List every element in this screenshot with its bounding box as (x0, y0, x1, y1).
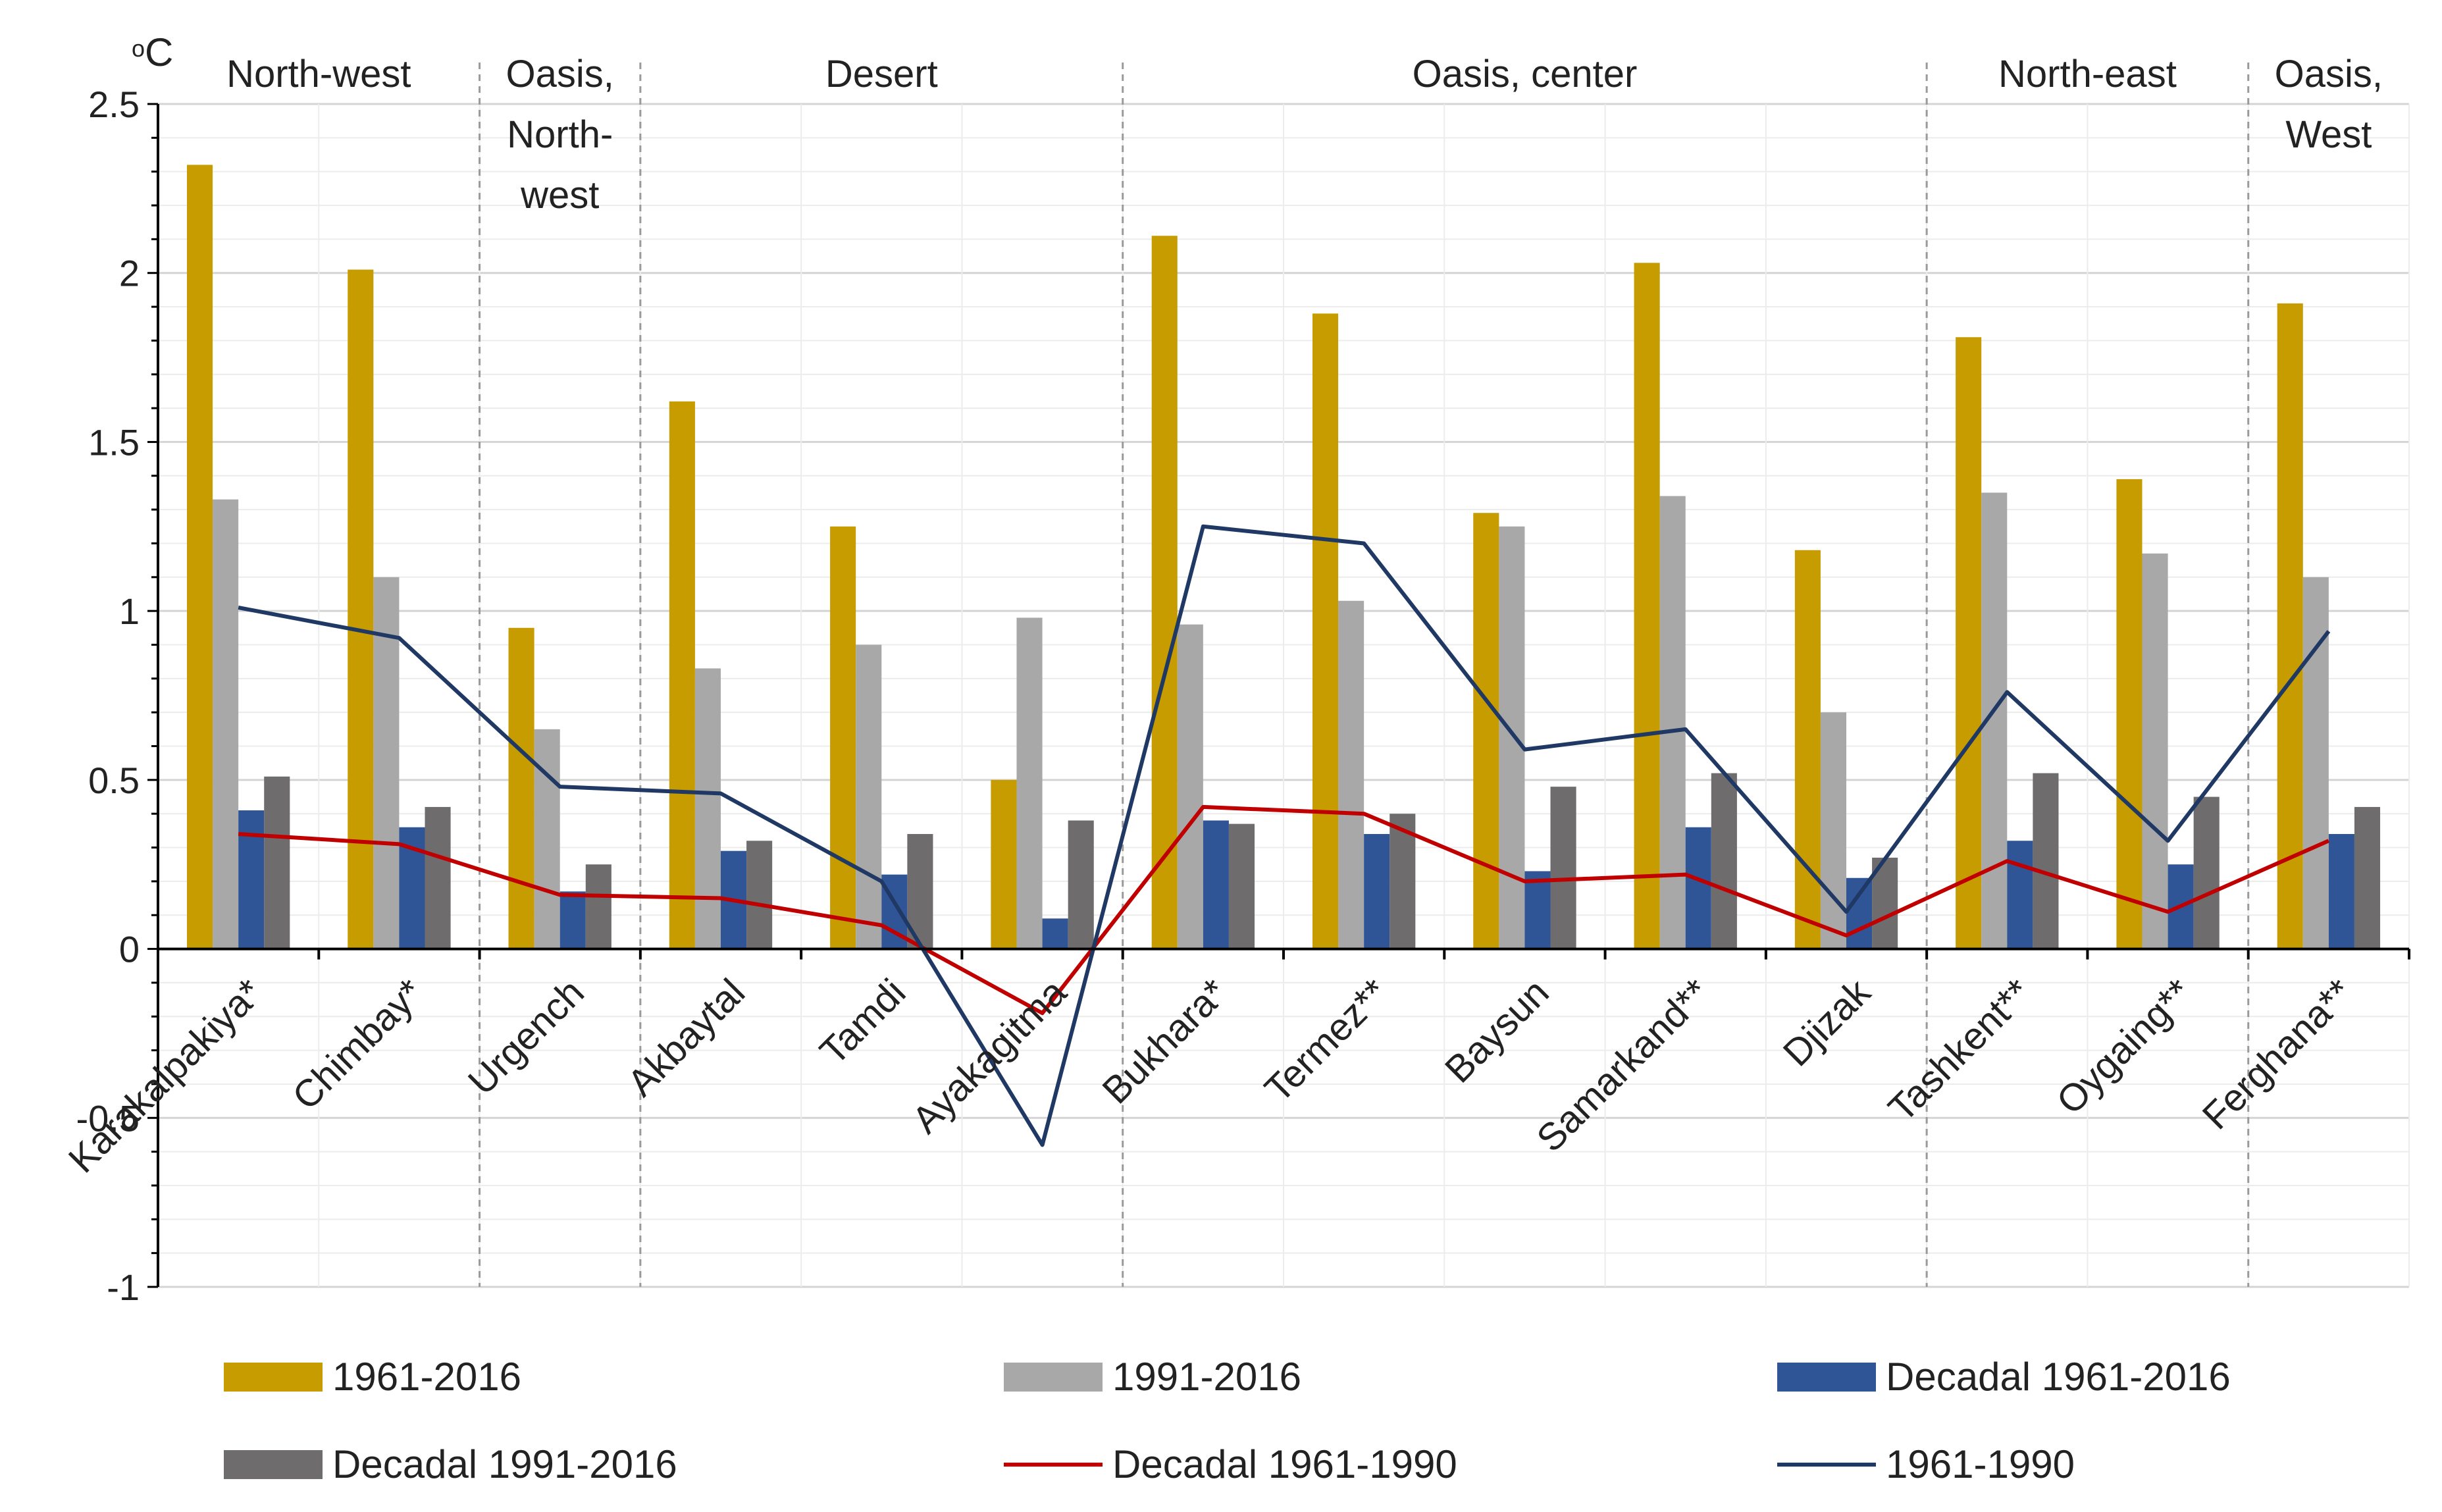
unit-letter: C (145, 30, 173, 74)
y-tick-label: -1 (107, 1266, 140, 1308)
legend: 1961-2016 1991-2016 Decadal 1961-2016 Decad… (224, 1355, 2231, 1486)
bar-decadal-1991-2016-12 (2193, 796, 2220, 949)
legend-swatch (224, 1450, 323, 1479)
legend-label: Decadal 1961-1990 (1112, 1442, 1457, 1486)
y-tick-label: 0 (119, 929, 140, 970)
region-separators (479, 63, 2250, 1287)
legend-label: 1991-2016 (1112, 1355, 1301, 1399)
line-decadal-1961-1990 (238, 804, 2330, 1016)
bar-decadal-1961-2016-9 (1685, 827, 1711, 949)
y-tick-label: 0.5 (88, 760, 140, 801)
bar-decadal-1961-2016-7 (1364, 834, 1390, 949)
bar-decadal-1991-2016-8 (1550, 787, 1576, 949)
legend-item: Decadal 1991-2016 (224, 1442, 677, 1486)
bar-1991-2016-5 (1016, 617, 1043, 949)
bar-decadal-1991-2016-1 (425, 806, 451, 949)
bar-decadal-1991-2016-9 (1711, 773, 1737, 949)
y-tick-label: 2 (119, 253, 140, 294)
bar-1961-2016-13 (2277, 303, 2303, 949)
bar-1961-2016-1 (348, 269, 374, 949)
legend-label: 1961-1990 (1886, 1442, 2075, 1486)
bar-decadal-1961-2016-8 (1524, 871, 1551, 949)
y-tick-label: 2.5 (88, 84, 140, 125)
bar-1961-2016-12 (2116, 479, 2143, 949)
bar-1991-2016-2 (534, 729, 560, 949)
bar-decadal-1961-2016-0 (238, 810, 265, 949)
region-label: Oasis, North-west (506, 53, 614, 217)
bar-decadal-1991-2016-3 (746, 841, 773, 949)
line-1961-1990 (238, 524, 2331, 1147)
legend-label: Decadal 1991-2016 (332, 1442, 677, 1486)
legend-label: 1961-2016 (332, 1355, 521, 1399)
legend-swatch (1777, 1363, 1876, 1392)
bar-1961-2016-7 (1312, 313, 1339, 949)
bar-decadal-1991-2016-0 (264, 776, 290, 949)
y-axis-unit-label: oC (132, 30, 173, 74)
bar-1961-2016-2 (508, 627, 534, 949)
bar-1961-2016-6 (1151, 236, 1178, 949)
bar-decadal-1991-2016-7 (1390, 814, 1416, 949)
bar-decadal-1991-2016-5 (1068, 820, 1094, 949)
axes (147, 103, 2410, 1288)
bar-1991-2016-10 (1820, 712, 1846, 949)
bar-1961-2016-4 (830, 526, 856, 949)
bar-1961-2016-5 (991, 779, 1017, 949)
bar-1961-2016-3 (669, 401, 695, 949)
unit-degree-superscript: o (132, 35, 145, 62)
bar-decadal-1961-2016-5 (1042, 918, 1068, 949)
legend-item: 1961-2016 (224, 1355, 521, 1399)
bar-1961-2016-10 (1794, 550, 1821, 949)
bar-decadal-1961-2016-2 (559, 891, 586, 949)
region-labels: North-west Oasis, North-west Desert Oasis, c… (226, 53, 2383, 217)
legend-item: 1991-2016 (1004, 1355, 1301, 1399)
region-label: North-west (226, 53, 411, 95)
legend-swatch (1004, 1363, 1103, 1392)
region-label: Oasis, center (1413, 53, 1638, 95)
bar-1991-2016-0 (213, 499, 239, 949)
bar-decadal-1991-2016-11 (2033, 773, 2059, 949)
line-series (238, 524, 2331, 1147)
legend-item: 1961-1990 (1777, 1442, 2075, 1486)
bar-1991-2016-13 (2302, 577, 2329, 949)
bar-decadal-1991-2016-6 (1228, 823, 1255, 949)
bar-1961-2016-0 (186, 165, 213, 949)
legend-label: Decadal 1961-2016 (1886, 1355, 2231, 1399)
bar-1991-2016-3 (694, 668, 721, 949)
legend-item: Decadal 1961-2016 (1777, 1355, 2231, 1399)
bar-1961-2016-9 (1634, 263, 1660, 949)
bar-1991-2016-8 (1499, 526, 1525, 949)
y-tick-label: 1 (119, 590, 140, 632)
legend-item: Decadal 1961-1990 (1004, 1442, 1457, 1486)
region-label: Oasis, West (2275, 53, 2383, 156)
bar-1991-2016-4 (856, 644, 882, 949)
bar-decadal-1991-2016-13 (2354, 806, 2381, 949)
bar-1961-2016-8 (1473, 513, 1499, 949)
y-tick-label: 1.5 (88, 421, 140, 463)
bar-decadal-1961-2016-10 (1846, 877, 1873, 949)
legend-swatch (224, 1363, 323, 1392)
bar-1991-2016-6 (1177, 624, 1203, 949)
bar-1991-2016-12 (2142, 553, 2168, 949)
bar-1961-2016-11 (1956, 337, 1982, 949)
bar-decadal-1961-2016-13 (2328, 834, 2354, 949)
bar-decadal-1961-2016-11 (2007, 841, 2033, 949)
bar-1991-2016-7 (1338, 600, 1364, 949)
y-axis-ticks: -1 -0.5 0 0.5 1 1.5 2 2.5 (76, 84, 140, 1308)
bar-decadal-1991-2016-2 (585, 864, 611, 949)
bar-decadal-1961-2016-6 (1203, 820, 1229, 949)
region-label: Desert (825, 53, 938, 95)
bar-1991-2016-9 (1659, 496, 1686, 949)
y-tick-label: -0.5 (76, 1097, 140, 1139)
region-label: North-east (1998, 53, 2177, 95)
